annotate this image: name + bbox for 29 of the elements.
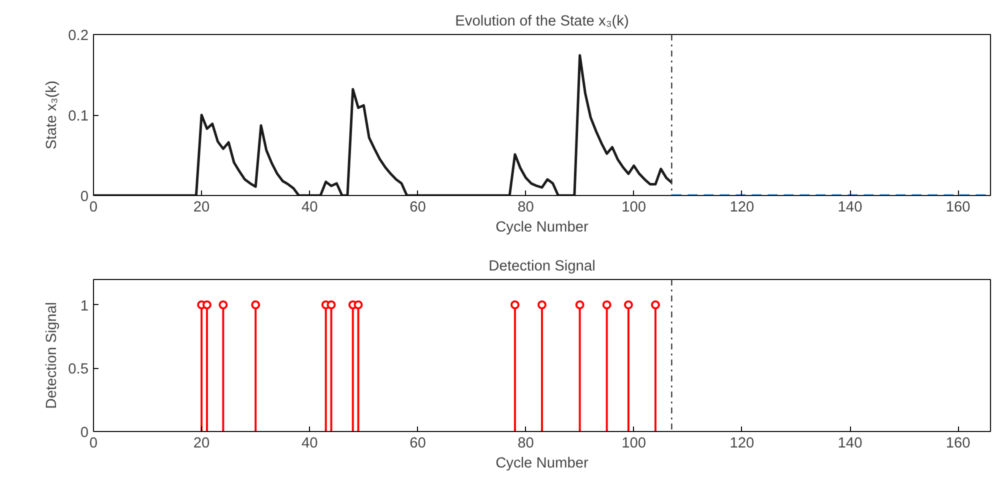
y-axis-title: State x₃(k) [44,80,60,150]
chart-title: Evolution of the State x₃(k) [455,14,629,30]
x-tick-label: 20 [193,436,210,452]
y-tick-label: 0.2 [68,28,88,44]
y-tick-label: 0 [80,425,89,441]
x-tick-label: 80 [518,200,534,216]
x-tick-label: 140 [838,200,862,216]
y-tick-label: 0.1 [68,108,88,124]
x-tick-label: 40 [301,436,318,452]
x-axis-title: Cycle Number [496,220,589,236]
x-tick-label: 60 [410,436,426,452]
x-tick-label: 60 [410,200,426,216]
y-tick-label: 0.5 [68,362,88,378]
x-tick-label: 120 [730,436,754,452]
x-tick-label: 80 [518,436,534,452]
line-series [94,54,673,196]
chart-title: Detection Signal [488,258,596,274]
x-tick-label: 40 [301,200,318,216]
x-axis-title: Cycle Number [496,456,589,472]
x-tick-label: 100 [622,200,646,216]
x-tick-label: 160 [946,200,970,216]
x-tick-label: 120 [730,200,754,216]
x-tick-label: 100 [622,436,646,452]
x-tick-label: 140 [838,436,862,452]
y-tick-label: 0 [80,189,89,205]
x-tick-label: 20 [193,200,210,216]
y-axis-title: Detection Signal [44,302,60,409]
x-tick-label: 160 [946,436,970,452]
y-tick-label: 1 [80,298,89,314]
